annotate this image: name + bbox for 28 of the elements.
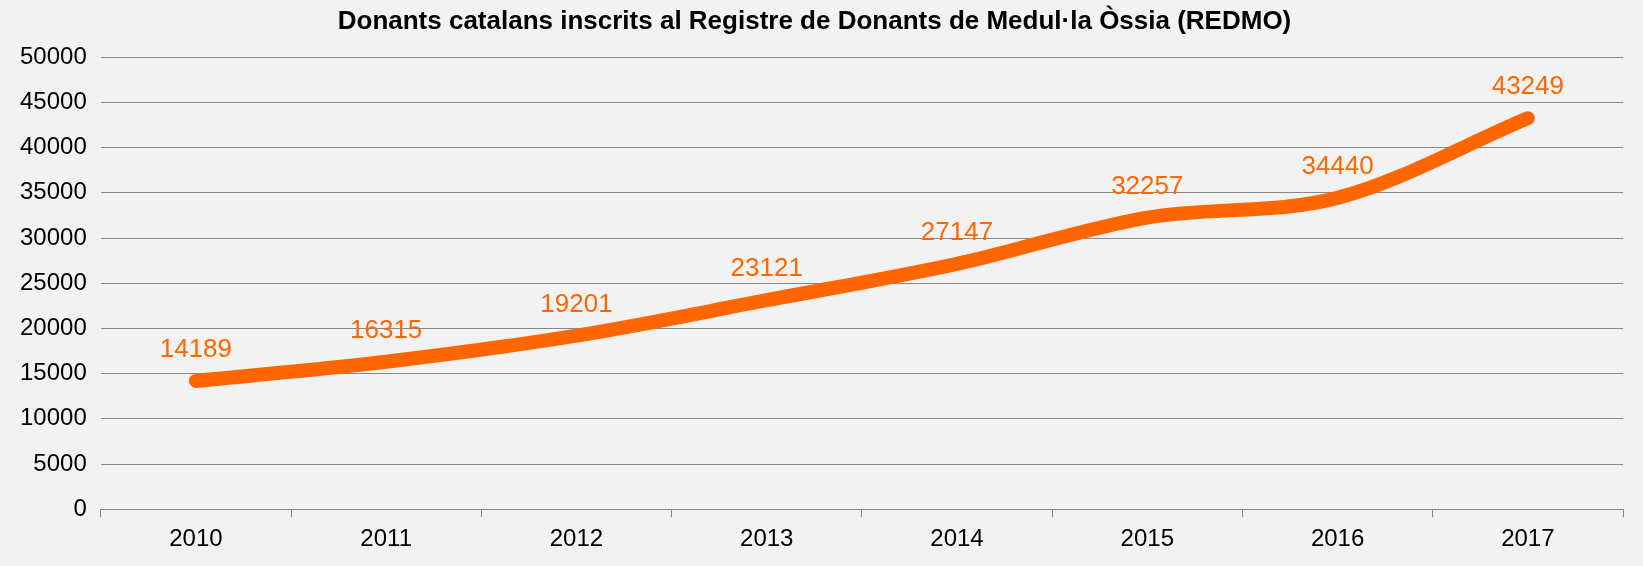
y-tick-label: 35000 xyxy=(19,177,87,205)
data-label: 34440 xyxy=(1301,150,1374,181)
data-label: 32257 xyxy=(1111,169,1184,200)
x-tick-label: 2014 xyxy=(930,524,984,552)
x-tick-label: 2015 xyxy=(1120,524,1174,552)
x-tick-label: 2010 xyxy=(169,524,223,552)
x-tick-label: 2016 xyxy=(1310,524,1365,552)
y-tick-label: 5000 xyxy=(33,448,87,476)
y-tick-label: 50000 xyxy=(19,41,87,69)
x-tick-label: 2017 xyxy=(1501,524,1555,552)
y-tick-label: 20000 xyxy=(19,313,87,341)
data-label: 43249 xyxy=(1491,70,1565,101)
x-tick-label: 2011 xyxy=(360,524,412,552)
chart-title: Donants catalans inscrits al Registre de Donants de Medul·la Òssia (REDMO) xyxy=(337,4,1292,35)
x-tick-label: 2012 xyxy=(549,524,604,552)
y-tick-label: 40000 xyxy=(19,132,87,160)
data-label: 14189 xyxy=(159,333,233,364)
y-tick-label: 25000 xyxy=(19,267,87,295)
y-tick-label: 0 xyxy=(73,493,87,521)
data-label: 23121 xyxy=(730,252,803,283)
data-label: 19201 xyxy=(540,287,613,318)
data-label: 27147 xyxy=(920,215,994,246)
y-tick-label: 15000 xyxy=(19,358,87,386)
y-tick-label: 45000 xyxy=(19,87,87,115)
y-tick-label: 30000 xyxy=(19,222,87,250)
data-label: 16315 xyxy=(350,313,423,344)
x-tick-label: 2013 xyxy=(740,524,794,552)
y-tick-label: 10000 xyxy=(19,403,87,431)
